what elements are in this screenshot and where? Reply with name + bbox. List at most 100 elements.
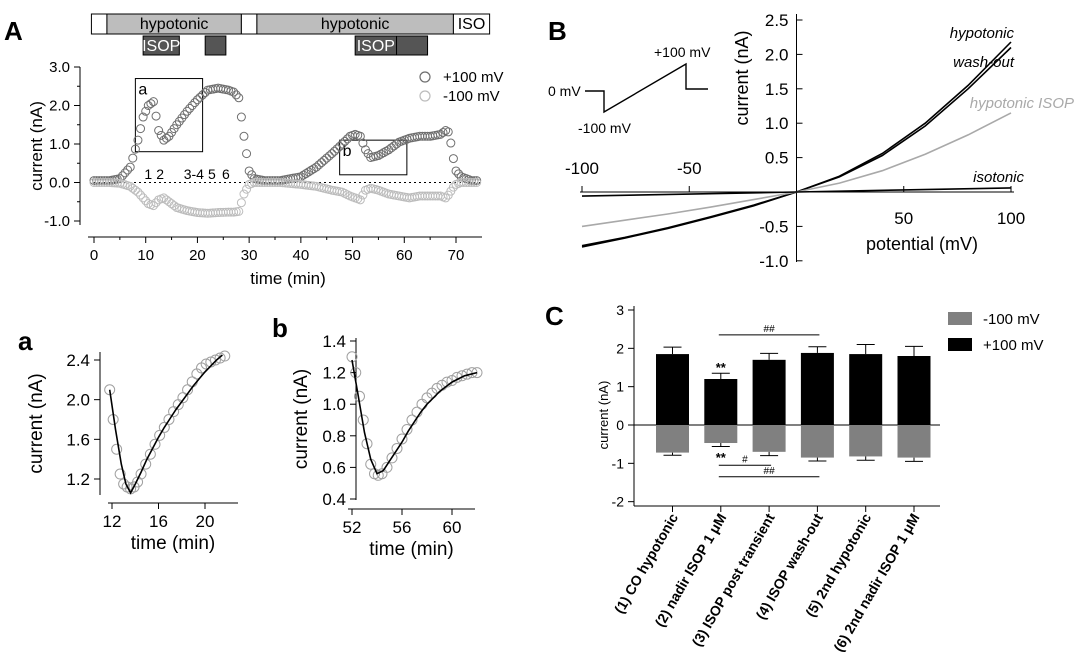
timepoint-label: 6 [222, 166, 230, 182]
data-point [195, 92, 205, 102]
significance-mark: ## [764, 324, 776, 335]
data-point [185, 103, 195, 113]
bar [656, 354, 689, 425]
protocol-label: hypotonic [321, 16, 390, 33]
x-tick-label: 16 [149, 512, 168, 531]
data-point [148, 97, 158, 107]
data-point [239, 131, 249, 141]
significance-mark: ** [716, 360, 727, 375]
data-point [355, 195, 365, 205]
bar [897, 425, 931, 458]
data-point [446, 138, 456, 148]
y-tick-label: -2 [612, 494, 625, 510]
data-point [135, 468, 147, 480]
data-point [141, 106, 151, 116]
y-axis-label: current (nA) [732, 30, 752, 125]
x-tick-label: 60 [443, 518, 462, 537]
data-point [192, 95, 202, 105]
data-point [234, 206, 244, 216]
protocol-label: hypotonic [140, 16, 209, 33]
bar [849, 354, 883, 425]
timepoint-label: 1 [144, 166, 152, 182]
zoom-box [134, 78, 204, 153]
y-tick-label: 2.0 [765, 45, 789, 64]
x-tick-label: 100 [997, 209, 1025, 228]
data-point [219, 350, 231, 362]
data-point [335, 141, 345, 151]
y-axis-label: current (nA) [27, 101, 46, 191]
y-tick-label: 2.4 [66, 351, 90, 370]
data-point [317, 158, 327, 168]
data-point [144, 448, 156, 460]
x-axis-label: time (min) [131, 533, 215, 554]
y-tick-label: 0.8 [322, 427, 346, 446]
data-point [138, 193, 148, 203]
protocol-label: ISOP [142, 38, 180, 55]
data-point [396, 433, 408, 445]
protocol-label: ISO [458, 16, 486, 33]
data-point [234, 93, 244, 103]
y-tick-label: 0.5 [765, 149, 789, 168]
significance-mark: # [742, 454, 748, 465]
data-point [469, 178, 479, 187]
y-tick-label: 1.0 [765, 114, 789, 133]
inset-label-p100: +100 mV [654, 44, 711, 60]
x-tick-label: 40 [293, 247, 310, 264]
protocol-label: ISOP [357, 38, 395, 55]
data-point [239, 189, 249, 199]
data-point [322, 153, 332, 163]
protocol-hypotonic-bar [90, 13, 108, 35]
data-point [306, 165, 316, 175]
data-point [114, 468, 126, 480]
data-point [209, 354, 221, 366]
data-point [133, 135, 143, 145]
y-tick-label: 1.5 [765, 80, 789, 99]
y-axis-label: current (nA) [291, 369, 312, 469]
x-tick-label: 0 [90, 247, 98, 264]
data-point [327, 149, 337, 159]
data-point [136, 190, 146, 200]
data-point [314, 160, 324, 170]
data-point [416, 398, 428, 410]
data-point [140, 458, 152, 470]
data-point [214, 352, 226, 364]
data-point [161, 133, 171, 143]
y-tick-label: 1.4 [322, 332, 346, 351]
y-tick-label: 0 [616, 417, 624, 433]
data-point [467, 178, 477, 187]
data-point [242, 149, 252, 159]
legend-swatch [948, 338, 972, 351]
zoom-box [339, 139, 408, 176]
voltage-ramp-trace [585, 62, 708, 114]
data-point [236, 198, 246, 208]
data-point [161, 195, 171, 205]
panel-B-iv-curves: -1.0 -0.5 0.5 1.0 1.5 2.0 2.5 -100 -50 50 100 poten… [548, 11, 1074, 271]
data-point [443, 127, 453, 137]
protocol-hypotonic-bar [240, 13, 258, 35]
data-point [123, 165, 133, 175]
data-point [389, 141, 399, 151]
data-point [130, 144, 140, 154]
y-tick-label: 2.0 [49, 98, 70, 115]
data-point [438, 127, 448, 137]
y-tick-label: 0.0 [49, 175, 70, 192]
y-tick-label: 0.4 [322, 490, 346, 509]
y-tick-label: 1.2 [322, 364, 346, 383]
panel-a-zoom: 1.2 1.6 2.0 2.4 12 16 20 time (min) current (nA) [26, 350, 238, 554]
y-tick-label: -0.5 [759, 217, 788, 236]
x-tick-label: 52 [343, 518, 362, 537]
data-point [298, 170, 308, 180]
data-point [472, 178, 482, 187]
data-point [311, 162, 321, 172]
y-tick-label: 1.6 [66, 430, 90, 449]
y-axis-label: current (nA) [26, 373, 47, 473]
y-tick-label: 1.2 [66, 470, 90, 489]
legend-marker [419, 90, 431, 102]
data-point [182, 106, 192, 116]
legend-label: -100 mV [983, 311, 1040, 328]
bar [800, 425, 834, 458]
data-point [448, 154, 458, 164]
bar [704, 379, 738, 425]
y-tick-label: 2.0 [66, 391, 90, 410]
